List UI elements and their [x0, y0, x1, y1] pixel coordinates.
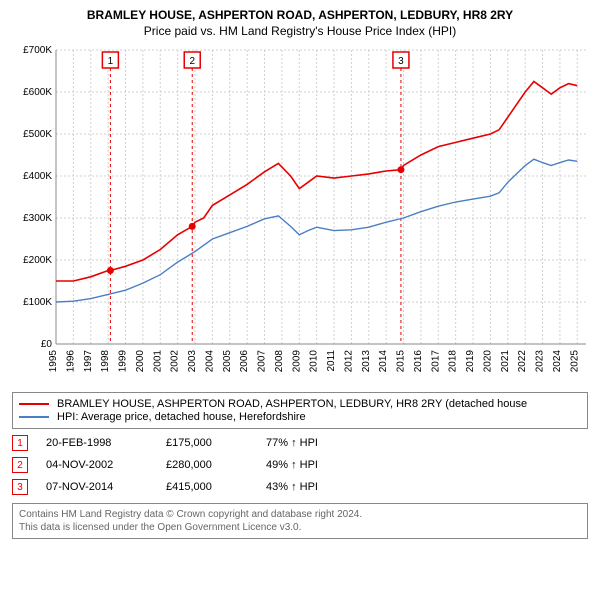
- svg-text:2015: 2015: [396, 350, 407, 373]
- svg-text:2006: 2006: [239, 350, 250, 373]
- svg-text:£600K: £600K: [23, 87, 52, 98]
- svg-text:2011: 2011: [326, 350, 337, 372]
- sale-date-2: 04-NOV-2002: [46, 459, 166, 471]
- legend-label-hpi: HPI: Average price, detached house, Here…: [57, 411, 306, 423]
- svg-text:2014: 2014: [378, 350, 389, 373]
- svg-text:2012: 2012: [343, 350, 354, 373]
- svg-text:2010: 2010: [309, 350, 320, 373]
- svg-text:2008: 2008: [274, 350, 285, 373]
- svg-text:2020: 2020: [482, 350, 493, 373]
- legend-label-property: BRAMLEY HOUSE, ASHPERTON ROAD, ASHPERTON…: [57, 398, 527, 410]
- line-chart-svg: £0 £100K £200K £300K £400K £500K £600K £700K 199…: [10, 44, 590, 384]
- svg-text:£300K: £300K: [23, 213, 52, 224]
- svg-text:3: 3: [398, 56, 404, 67]
- svg-text:£200K: £200K: [23, 255, 52, 266]
- svg-text:2007: 2007: [257, 350, 268, 373]
- title-address: BRAMLEY HOUSE, ASHPERTON ROAD, ASHPERTON…: [10, 8, 590, 22]
- svg-text:1995: 1995: [48, 350, 59, 373]
- svg-text:2021: 2021: [500, 350, 511, 373]
- svg-text:1997: 1997: [83, 350, 94, 373]
- legend-swatch-property: [19, 403, 49, 405]
- sale-delta-2: 49% ↑ HPI: [266, 459, 386, 471]
- svg-text:2005: 2005: [222, 350, 233, 373]
- svg-text:2022: 2022: [517, 350, 528, 373]
- svg-text:2024: 2024: [552, 350, 563, 373]
- sale-delta-3: 43% ↑ HPI: [266, 481, 386, 493]
- svg-text:2004: 2004: [204, 350, 215, 373]
- svg-text:£0: £0: [41, 339, 53, 350]
- attribution-line2: This data is licensed under the Open Gov…: [19, 521, 581, 534]
- legend-box: BRAMLEY HOUSE, ASHPERTON ROAD, ASHPERTON…: [12, 392, 588, 429]
- sales-table: 1 20-FEB-1998 £175,000 77% ↑ HPI 2 04-NO…: [12, 435, 588, 495]
- sale-delta-1: 77% ↑ HPI: [266, 437, 386, 449]
- svg-text:2: 2: [189, 56, 195, 67]
- attribution-line1: Contains HM Land Registry data © Crown c…: [19, 508, 581, 521]
- svg-text:2016: 2016: [413, 350, 424, 373]
- svg-text:1: 1: [108, 56, 114, 67]
- svg-text:2023: 2023: [535, 350, 546, 373]
- svg-text:2017: 2017: [430, 350, 441, 373]
- svg-text:£100K: £100K: [23, 297, 52, 308]
- svg-text:1998: 1998: [100, 350, 111, 373]
- svg-text:2003: 2003: [187, 350, 198, 373]
- svg-text:£500K: £500K: [23, 129, 52, 140]
- svg-text:£400K: £400K: [23, 171, 52, 182]
- sale-price-1: £175,000: [166, 437, 266, 449]
- sale-row-3: 3 07-NOV-2014 £415,000 43% ↑ HPI: [12, 479, 588, 495]
- sale-price-3: £415,000: [166, 481, 266, 493]
- sale-row-2: 2 04-NOV-2002 £280,000 49% ↑ HPI: [12, 457, 588, 473]
- sale-marker-3: 3: [12, 479, 28, 495]
- title-block: BRAMLEY HOUSE, ASHPERTON ROAD, ASHPERTON…: [10, 8, 590, 38]
- svg-text:1999: 1999: [118, 350, 129, 373]
- svg-text:£700K: £700K: [23, 45, 52, 56]
- sale-date-3: 07-NOV-2014: [46, 481, 166, 493]
- sale-marker-1: 1: [12, 435, 28, 451]
- svg-text:2018: 2018: [448, 350, 459, 373]
- chart-container: BRAMLEY HOUSE, ASHPERTON ROAD, ASHPERTON…: [0, 0, 600, 590]
- sale-date-1: 20-FEB-1998: [46, 437, 166, 449]
- sale-marker-2: 2: [12, 457, 28, 473]
- chart-area: £0 £100K £200K £300K £400K £500K £600K £700K 199…: [10, 44, 590, 384]
- svg-text:2013: 2013: [361, 350, 372, 373]
- svg-text:2002: 2002: [170, 350, 181, 373]
- svg-text:2019: 2019: [465, 350, 476, 373]
- svg-text:2001: 2001: [152, 350, 163, 373]
- attribution-box: Contains HM Land Registry data © Crown c…: [12, 503, 588, 539]
- legend-item-hpi: HPI: Average price, detached house, Here…: [19, 411, 581, 423]
- svg-text:2009: 2009: [291, 350, 302, 373]
- svg-text:2025: 2025: [569, 350, 580, 373]
- svg-text:2000: 2000: [135, 350, 146, 373]
- sale-row-1: 1 20-FEB-1998 £175,000 77% ↑ HPI: [12, 435, 588, 451]
- legend-swatch-hpi: [19, 416, 49, 418]
- title-subtitle: Price paid vs. HM Land Registry's House …: [10, 24, 590, 38]
- svg-text:1996: 1996: [65, 350, 76, 373]
- sale-price-2: £280,000: [166, 459, 266, 471]
- legend-item-property: BRAMLEY HOUSE, ASHPERTON ROAD, ASHPERTON…: [19, 398, 581, 410]
